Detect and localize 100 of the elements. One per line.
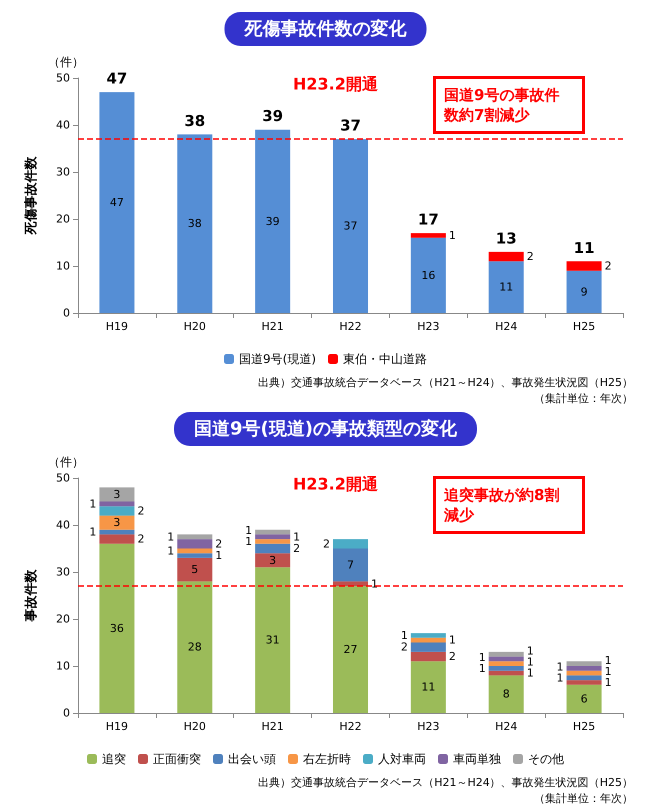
data-label: 1: [215, 549, 222, 562]
x-tick-label: H24: [495, 320, 518, 333]
y-axis-title: 事故件数: [24, 568, 39, 622]
text: （件）: [48, 55, 84, 69]
bar: [566, 680, 602, 685]
bar: [566, 670, 602, 676]
bar: [410, 233, 446, 238]
legend-label: 正面衝突: [153, 752, 201, 766]
bar: [332, 548, 368, 582]
data-label: 1: [448, 634, 456, 647]
annotation: H23.2開通: [293, 74, 379, 94]
data-label: 1: [604, 664, 612, 678]
bar: [255, 544, 290, 554]
bar: [255, 534, 290, 540]
text: （集計単位：年次）: [534, 792, 633, 805]
data-label: 1: [371, 577, 378, 590]
legend-label: 車両単独: [453, 752, 501, 766]
y-tick-label: 30: [56, 566, 70, 578]
data-label: 1: [604, 676, 612, 689]
data-label: 2: [293, 542, 300, 555]
data-label: 9: [580, 285, 588, 298]
x-tick-label: H22: [339, 720, 362, 733]
x-tick-label: H20: [184, 720, 206, 733]
bar: [410, 633, 446, 638]
bar: [177, 581, 212, 713]
data-label: 37: [344, 220, 358, 233]
data-label: 1: [478, 662, 486, 675]
chart-title: 国道9号(現道)の事故類型の変化: [194, 418, 458, 440]
data-label: 6: [580, 692, 588, 706]
bar: [566, 684, 602, 713]
bar: [488, 252, 524, 262]
total-label: 13: [496, 229, 517, 248]
bar: [410, 238, 446, 313]
data-label: 27: [344, 643, 358, 656]
bar: [255, 539, 290, 544]
data-label: 5: [191, 563, 198, 576]
data-label: 1: [400, 628, 408, 642]
bar: [99, 530, 134, 534]
bar: [410, 661, 446, 713]
x-tick-label: H21: [262, 720, 284, 733]
source-note: 出典）交通事故統合データベース（H21～H24）、事故発生状況図（H25）: [258, 776, 634, 789]
source-note: 出典）交通事故統合データベース（H21～H24）、事故発生状況図（H25）: [258, 376, 634, 389]
data-label: 1: [526, 644, 534, 658]
y-tick-label: 50: [56, 72, 70, 84]
legend-label: 出会い頭: [228, 752, 276, 766]
annotation: H23.2開通: [293, 474, 379, 494]
data-label: 1: [526, 666, 534, 680]
bar: [99, 92, 134, 313]
data-label: 2: [215, 537, 222, 550]
bar: [177, 553, 212, 558]
chart-title: 死傷事故件数の変化: [244, 18, 408, 40]
y-tick-label: 30: [56, 166, 70, 178]
bar: [177, 134, 212, 313]
total-label: 39: [262, 107, 284, 126]
data-label: 11: [499, 280, 514, 294]
x-tick-label: H19: [106, 720, 128, 733]
data-label: 11: [421, 680, 436, 694]
data-label: 36: [110, 622, 124, 635]
data-label: 3: [113, 488, 120, 501]
bar: [488, 656, 524, 662]
data-label: 1: [604, 654, 612, 667]
x-tick-label: H24: [495, 720, 518, 733]
data-label: 1: [556, 660, 564, 674]
bar: [488, 666, 524, 671]
x-tick-label: H19: [106, 320, 128, 333]
bar: [332, 539, 368, 548]
y-axis-title: 死傷事故件数: [24, 156, 39, 236]
bar: [332, 586, 368, 713]
bar: [255, 567, 290, 713]
data-label: 38: [188, 217, 202, 230]
data-label: 39: [266, 214, 280, 228]
data-label: 16: [421, 268, 436, 282]
data-label: 1: [89, 497, 96, 510]
y-tick-label: 0: [63, 706, 70, 720]
data-label: 31: [266, 634, 280, 647]
y-tick-label: 10: [56, 660, 70, 672]
data-label: 2: [400, 640, 408, 654]
bar: [410, 652, 446, 662]
bar: [566, 261, 602, 271]
bar: [99, 487, 134, 502]
legend-label: 東伯・中山道路: [343, 352, 427, 366]
bar: [488, 675, 524, 713]
annotation: 国道9号の事故件数約7割減少: [443, 86, 560, 124]
bar: [410, 642, 446, 652]
bar: [488, 661, 524, 666]
x-tick-label: H21: [262, 320, 284, 333]
bar: [488, 261, 524, 313]
bar: [488, 652, 524, 657]
data-label: 1: [167, 544, 174, 558]
data-label: 1: [526, 656, 534, 669]
y-tick-label: 40: [56, 118, 70, 132]
bar: [177, 558, 212, 582]
text: （集計単位：年次）: [534, 392, 633, 405]
text: （件）: [48, 455, 84, 469]
y-tick-label: 20: [56, 612, 70, 626]
total-label: 38: [184, 112, 206, 130]
data-label: 1: [167, 530, 174, 544]
y-tick-label: 40: [56, 518, 70, 532]
data-label: 1: [293, 530, 300, 544]
data-label: 2: [137, 532, 144, 546]
